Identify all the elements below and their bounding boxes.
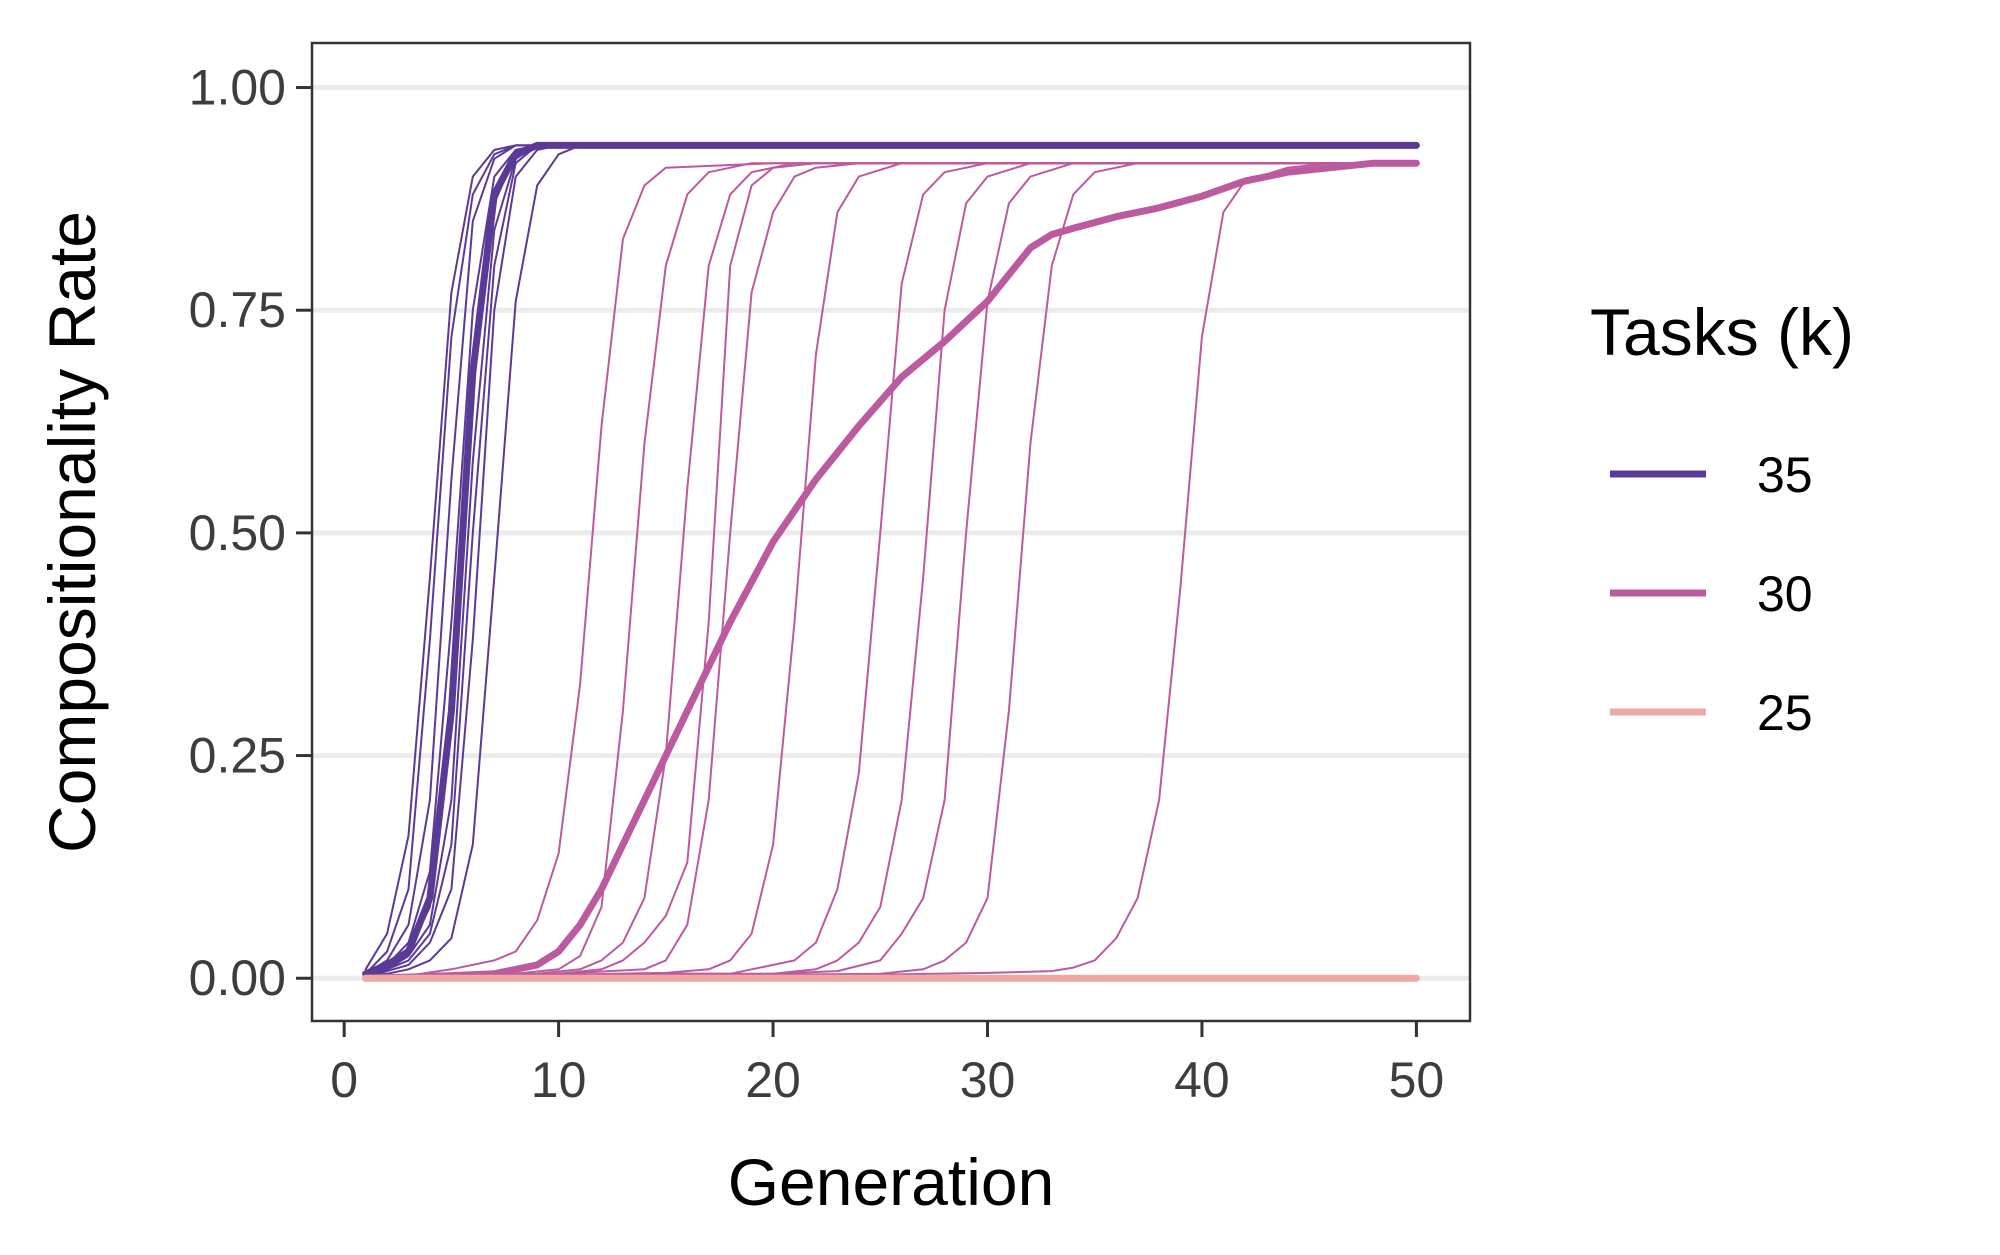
run-line-35-8 bbox=[364, 144, 1418, 978]
legend-entries: 35 30 25 bbox=[1610, 447, 1813, 741]
y-axis: 0.00 0.25 0.50 0.75 1.00 bbox=[189, 60, 312, 1006]
y-tick-label-0: 0.00 bbox=[189, 950, 286, 1006]
legend-label-35: 35 bbox=[1757, 447, 1813, 503]
run-line-30-10 bbox=[364, 162, 1418, 980]
run-line-35-6 bbox=[364, 144, 1418, 977]
run-line-35-0 bbox=[364, 144, 1418, 971]
x-tick-label-1: 10 bbox=[531, 1052, 587, 1108]
y-tick-label-4: 1.00 bbox=[189, 60, 286, 116]
run-line-35-2 bbox=[364, 144, 1418, 975]
mean-lines bbox=[362, 141, 1420, 982]
run-line-30-19 bbox=[364, 162, 1418, 980]
legend-label-30: 30 bbox=[1757, 566, 1813, 622]
x-tick-label-0: 0 bbox=[330, 1052, 358, 1108]
mean-line-30 bbox=[362, 159, 1420, 982]
run-line-35-1 bbox=[364, 144, 1418, 975]
legend: Tasks (k) 35 30 25 bbox=[1590, 295, 1854, 741]
x-tick-label-3: 30 bbox=[960, 1052, 1016, 1108]
y-tick-label-3: 0.75 bbox=[189, 282, 286, 338]
x-tick-label-5: 50 bbox=[1389, 1052, 1445, 1108]
x-tick-label-2: 20 bbox=[745, 1052, 801, 1108]
x-tick-label-4: 40 bbox=[1174, 1052, 1230, 1108]
legend-label-25: 25 bbox=[1757, 685, 1813, 741]
y-tick-label-2: 0.50 bbox=[189, 505, 286, 561]
run-line-30-9 bbox=[364, 162, 1418, 980]
run-line-30-18 bbox=[364, 162, 1418, 980]
legend-title: Tasks (k) bbox=[1590, 295, 1854, 369]
run-line-30-12 bbox=[364, 162, 1418, 980]
y-axis-title: Compositionality Rate bbox=[35, 211, 109, 853]
mean-line-35 bbox=[362, 141, 1420, 978]
x-axis-title: Generation bbox=[728, 1145, 1055, 1219]
x-axis: 0 10 20 30 40 50 bbox=[330, 1021, 1444, 1108]
y-tick-label-1: 0.25 bbox=[189, 728, 286, 784]
